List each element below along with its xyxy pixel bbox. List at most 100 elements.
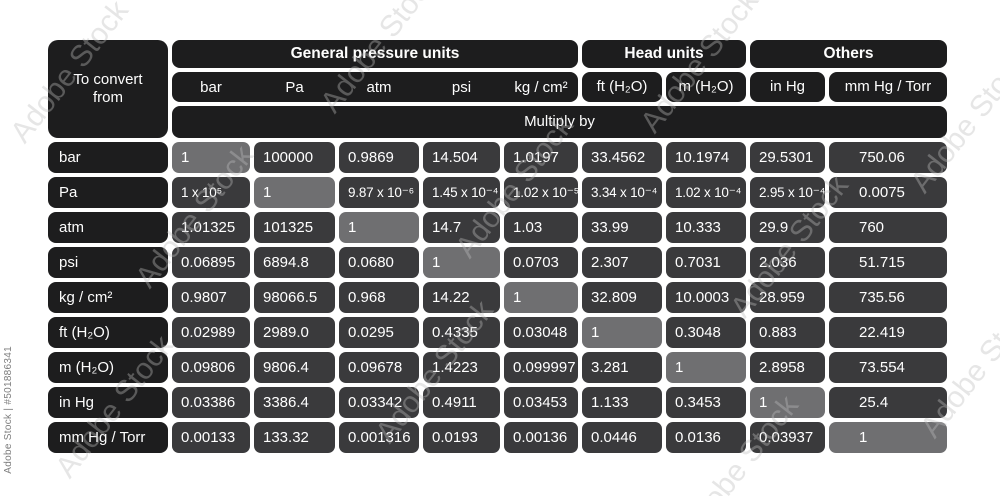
table-cell: 3.34 x 10⁻⁴ [582, 177, 662, 208]
table-cell: 10.333 [666, 212, 746, 243]
table-cell: 14.7 [423, 212, 500, 243]
table-cell: 32.809 [582, 282, 662, 313]
table-cell: 0.4911 [423, 387, 500, 418]
table-cell: 1.03 [504, 212, 578, 243]
table-cell: 22.419 [829, 317, 947, 348]
table-cell: 0.7031 [666, 247, 746, 278]
table-cell: 760 [829, 212, 947, 243]
table-cell: 2.8958 [750, 352, 825, 383]
column-header: Pa [285, 78, 304, 96]
table-cell: 9.87 x 10⁻⁶ [339, 177, 419, 208]
table-cell: 0.3048 [666, 317, 746, 348]
table-cell: 1.45 x 10⁻⁴ [423, 177, 500, 208]
table-cell: 1.133 [582, 387, 662, 418]
table-cell: 1 [339, 212, 419, 243]
table-cell: 29.9 [750, 212, 825, 243]
table-cell: 0.00136 [504, 422, 578, 453]
table-cell: 0.3453 [666, 387, 746, 418]
table-cell: 51.715 [829, 247, 947, 278]
column-header: atm [366, 78, 392, 96]
table-cell: 1 [829, 422, 947, 453]
table-cell: 10.1974 [666, 142, 746, 173]
table-cell: 750.06 [829, 142, 947, 173]
table-cell: 3386.4 [254, 387, 335, 418]
table-cell: 14.504 [423, 142, 500, 173]
table-cell: 0.0193 [423, 422, 500, 453]
table-cell: 1 [172, 142, 250, 173]
table-cell: 25.4 [829, 387, 947, 418]
conversion-table: To convert from General pressure units H… [48, 40, 947, 453]
row-header: m (H₂O) [48, 352, 168, 383]
table-cell: 0.968 [339, 282, 419, 313]
table-cell: 735.56 [829, 282, 947, 313]
table-cell: 9806.4 [254, 352, 335, 383]
table-cell: 0.09806 [172, 352, 250, 383]
table-cell: 28.959 [750, 282, 825, 313]
row-header: mm Hg / Torr [48, 422, 168, 453]
corner-header: To convert from [48, 40, 168, 138]
general-units-subheader: bar Pa atm psi kg / cm² [172, 72, 578, 102]
table-cell: 1 [666, 352, 746, 383]
table-cell: 1 [423, 247, 500, 278]
table-cell: 0.883 [750, 317, 825, 348]
table-cell: 10.0003 [666, 282, 746, 313]
table-cell: 0.03937 [750, 422, 825, 453]
table-cell: 0.03048 [504, 317, 578, 348]
stock-id-label: Adobe Stock | #501886341 [3, 346, 14, 474]
column-header: bar [200, 78, 222, 96]
table-cell: 33.99 [582, 212, 662, 243]
table-cell: 0.0136 [666, 422, 746, 453]
table-cell: 0.9869 [339, 142, 419, 173]
table-cell: 29.5301 [750, 142, 825, 173]
table-cell: 0.099997 [504, 352, 578, 383]
row-header: bar [48, 142, 168, 173]
table-cell: 1 x 10⁵ [172, 177, 250, 208]
table-cell: 0.0680 [339, 247, 419, 278]
column-header: mm Hg / Torr [829, 72, 947, 102]
table-cell: 1.0197 [504, 142, 578, 173]
column-header: ft (H₂O) [582, 72, 662, 102]
group-header-head-units: Head units [582, 40, 746, 68]
row-header: atm [48, 212, 168, 243]
table-cell: 0.03386 [172, 387, 250, 418]
table-cell: 0.00133 [172, 422, 250, 453]
table-cell: 73.554 [829, 352, 947, 383]
table-cell: 14.22 [423, 282, 500, 313]
row-header: ft (H₂O) [48, 317, 168, 348]
table-cell: 2.307 [582, 247, 662, 278]
column-header: psi [451, 78, 472, 96]
column-header: in Hg [750, 72, 825, 102]
table-cell: 1.01325 [172, 212, 250, 243]
column-header: kg / cm² [514, 78, 568, 96]
table-cell: 6894.8 [254, 247, 335, 278]
column-header: m (H₂O) [666, 72, 746, 102]
table-cell: 100000 [254, 142, 335, 173]
table-cell: 2.95 x 10⁻⁴ [750, 177, 825, 208]
table-cell: 0.03453 [504, 387, 578, 418]
table-cell: 1.02 x 10⁻⁵ [504, 177, 578, 208]
table-cell: 1 [750, 387, 825, 418]
group-header-general-pressure-units: General pressure units [172, 40, 578, 68]
table-cell: 0.03342 [339, 387, 419, 418]
table-cell: 0.09678 [339, 352, 419, 383]
table-cell: 2.036 [750, 247, 825, 278]
table-cell: 98066.5 [254, 282, 335, 313]
row-header: kg / cm² [48, 282, 168, 313]
table-cell: 3.281 [582, 352, 662, 383]
table-cell: 1 [254, 177, 335, 208]
group-header-others: Others [750, 40, 947, 68]
table-cell: 1.02 x 10⁻⁴ [666, 177, 746, 208]
table-cell: 0.4335 [423, 317, 500, 348]
multiply-by-banner: Multiply by [172, 106, 947, 138]
table-cell: 0.0703 [504, 247, 578, 278]
table-cell: 0.0446 [582, 422, 662, 453]
table-cell: 1 [504, 282, 578, 313]
table-cell: 133.32 [254, 422, 335, 453]
table-cell: 1 [582, 317, 662, 348]
table-cell: 101325 [254, 212, 335, 243]
table-cell: 33.4562 [582, 142, 662, 173]
table-cell: 0.02989 [172, 317, 250, 348]
table-cell: 1.4223 [423, 352, 500, 383]
row-header: Pa [48, 177, 168, 208]
table-cell: 0.001316 [339, 422, 419, 453]
